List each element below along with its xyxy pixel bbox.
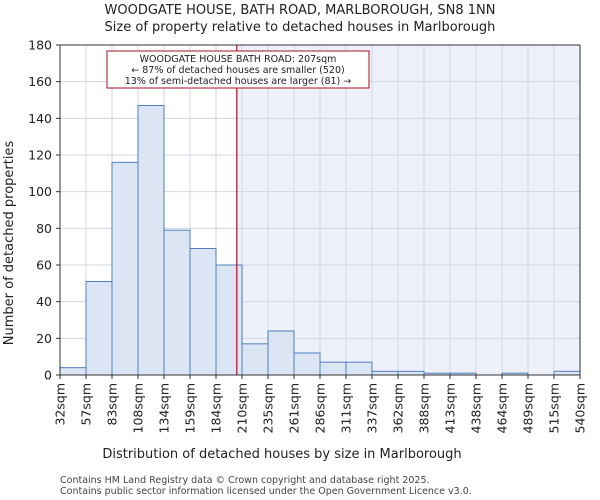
bar-362sqm [397, 370, 425, 376]
annotation-line3: 13% of semi-detached houses are larger (… [125, 76, 352, 87]
x-axis-label: Distribution of detached houses by size … [102, 447, 461, 462]
x-tick-label: 515sqm [547, 383, 562, 433]
annotation-frame [106, 50, 370, 89]
annotation-line2: ← 87% of detached houses are smaller (52… [131, 65, 344, 76]
x-tick-label: 311sqm [339, 383, 354, 433]
y-tick-label: 100 [28, 184, 52, 199]
x-tick-label: 184sqm [209, 383, 224, 433]
x-tick-label: 438sqm [469, 383, 484, 433]
x-tick-label: 337sqm [365, 383, 380, 433]
bar-32sqm [59, 367, 87, 376]
annotation-line1: WOODGATE HOUSE BATH ROAD: 207sqm [140, 54, 337, 65]
x-tick-label: 286sqm [313, 383, 328, 433]
x-tick-label: 57sqm [79, 383, 94, 426]
x-tick-label: 540sqm [573, 383, 588, 433]
y-tick-label: 60 [36, 258, 52, 273]
bar-261sqm [293, 352, 321, 376]
y-tick-label: 140 [28, 111, 52, 126]
bar-235sqm [267, 330, 295, 376]
bar-286sqm [319, 361, 347, 376]
larger-region-shade [236, 45, 581, 375]
bar-57sqm [85, 281, 113, 376]
x-tick-label: 159sqm [183, 383, 198, 433]
x-tick-label: 210sqm [235, 383, 250, 433]
footer-line1: Contains HM Land Registry data © Crown c… [60, 475, 430, 486]
annotation-box: WOODGATE HOUSE BATH ROAD: 207sqm ← 87% o… [106, 50, 370, 89]
y-tick-label: 0 [44, 368, 52, 383]
x-tick-label: 108sqm [131, 383, 146, 433]
x-tick-label: 83sqm [105, 383, 120, 426]
chart-title-line1: WOODGATE HOUSE, BATH ROAD, MARLBOROUGH, … [105, 3, 496, 18]
bar-210sqm [241, 343, 269, 376]
x-tick-label: 464sqm [495, 383, 510, 433]
x-tick-label: 32sqm [53, 383, 68, 426]
y-tick-label: 80 [36, 221, 52, 236]
y-tick-label: 120 [28, 148, 52, 163]
x-tick-label: 134sqm [157, 383, 172, 433]
bar-83sqm [111, 161, 139, 376]
y-tick-label: 20 [36, 331, 52, 346]
bar-337sqm [371, 370, 399, 376]
bar-108sqm [137, 105, 165, 376]
y-axis-label: Number of detached properties [2, 141, 17, 346]
bar-184sqm [215, 264, 243, 376]
x-tick-label: 261sqm [287, 383, 302, 433]
bar-515sqm [553, 370, 581, 376]
x-tick-label: 235sqm [261, 383, 276, 433]
bar-159sqm [189, 248, 217, 376]
y-tick-label: 160 [28, 74, 52, 89]
x-tick-label: 388sqm [417, 383, 432, 433]
x-tick-label: 489sqm [521, 383, 536, 433]
bar-311sqm [345, 361, 373, 376]
footer-line2: Contains public sector information licen… [60, 486, 472, 497]
y-tick-label: 180 [28, 38, 52, 53]
y-tick-label: 40 [36, 294, 52, 309]
x-tick-label: 413sqm [443, 383, 458, 433]
bar-134sqm [163, 229, 191, 376]
chart-title-line2: Size of property relative to detached ho… [105, 20, 496, 35]
x-tick-label: 362sqm [391, 383, 406, 433]
